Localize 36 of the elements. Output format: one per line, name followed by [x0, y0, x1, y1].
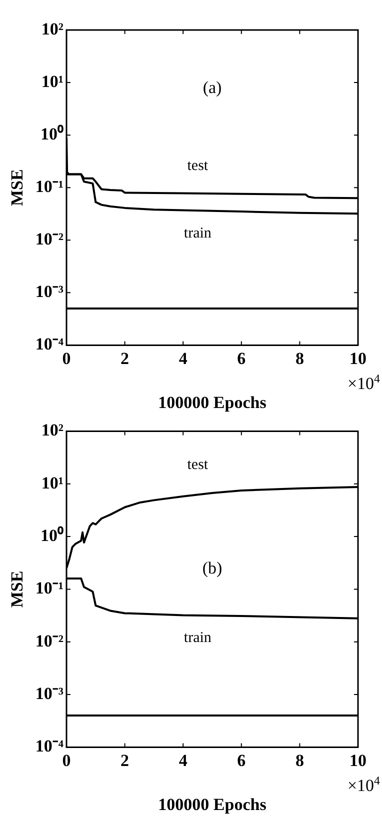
- y-tick-label: 10⁻⁴: [35, 736, 64, 756]
- y-tick-label: 10⁰: [40, 124, 64, 144]
- x-tick-label: 6: [237, 750, 246, 770]
- x-tick-label: 0: [62, 750, 71, 770]
- x-tick-label: 4: [178, 348, 188, 368]
- x-tick-label: 6: [237, 348, 246, 368]
- series-label: test: [187, 158, 209, 174]
- y-tick-label: 10⁻⁴: [35, 334, 64, 354]
- y-tick-label: 10¹: [41, 473, 64, 492]
- x-axis-title: 100000 Epochs: [158, 393, 267, 412]
- x-tick-label: 8: [295, 348, 304, 368]
- x-tick-label: 4: [178, 750, 188, 770]
- x-tick-label: 10: [350, 750, 366, 770]
- x-tick-label: 0: [62, 348, 71, 368]
- y-tick-label: 10⁻¹: [35, 578, 64, 598]
- y-tick-label: 10¹: [41, 72, 64, 91]
- x-axis-title: 100000 Epochs: [158, 795, 267, 814]
- x-tick-label: 2: [120, 348, 130, 368]
- y-tick-label: 10⁻¹: [35, 176, 64, 196]
- y-tick-label: 10⁻²: [35, 230, 64, 249]
- x-tick-label: 10: [350, 348, 366, 368]
- y-tick-label: 10⁻²: [35, 631, 64, 650]
- series-label: test: [187, 457, 209, 474]
- y-tick-label: 10²: [41, 19, 64, 38]
- annotation: (a): [202, 78, 222, 98]
- x-tick-label: 8: [295, 750, 304, 770]
- y-tick-label: 10⁻³: [35, 684, 64, 703]
- y-axis-title: MSE: [8, 570, 27, 608]
- x-tick-label: 2: [120, 750, 130, 770]
- y-tick-label: 10²: [41, 420, 64, 440]
- y-axis-title: MSE: [8, 169, 27, 206]
- series-label: train: [184, 630, 212, 646]
- y-tick-label: 10⁰: [40, 526, 64, 545]
- annotation: (b): [202, 558, 222, 578]
- series-label: train: [184, 226, 212, 242]
- y-tick-label: 10⁻³: [35, 282, 64, 302]
